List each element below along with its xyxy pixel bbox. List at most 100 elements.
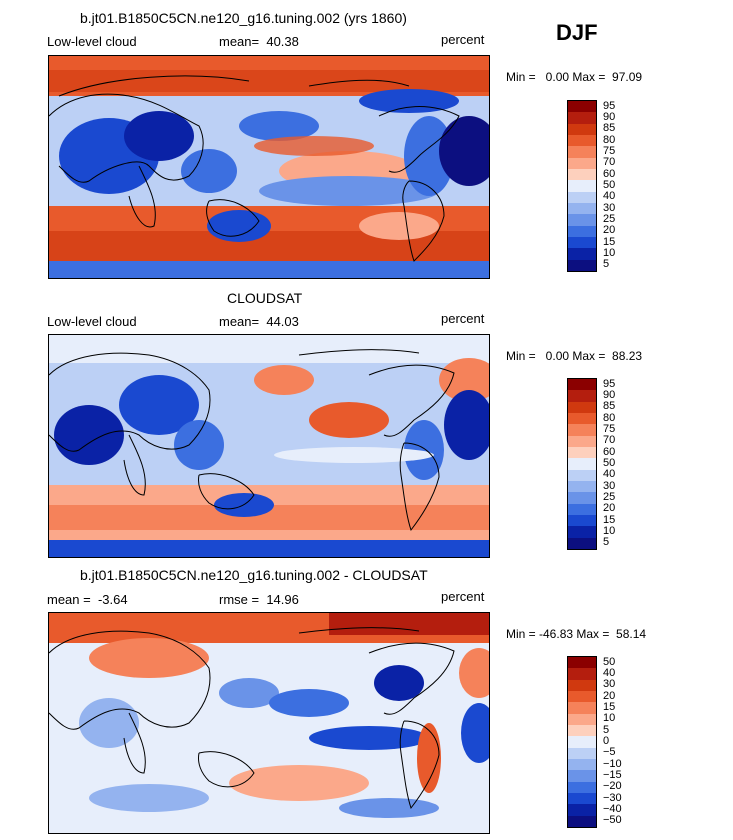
colorbar-tick-label: 85: [603, 122, 616, 135]
colorbar-swatch: [568, 168, 596, 181]
colorbar-tick-label: 40: [603, 468, 616, 481]
colorbar-swatch: [568, 469, 596, 481]
colorbar-tick-label: 0: [603, 735, 610, 747]
colorbar-tick-label: 40: [603, 667, 616, 679]
colorbar-tick-label: −5: [603, 746, 616, 759]
colorbar-swatch: [568, 526, 596, 538]
colorbar-tick-label: 50: [603, 655, 616, 668]
colorbar-tick-label: 20: [603, 224, 616, 237]
colorbar-swatch: [568, 236, 596, 249]
colorbar-swatch: [568, 101, 596, 113]
colorbar-tick-label: 95: [603, 99, 616, 112]
colorbar-swatch: [568, 815, 596, 827]
colorbar-swatch: [568, 804, 596, 816]
colorbar-swatch: [568, 214, 596, 226]
colorbar-swatch: [568, 134, 596, 147]
panel-3-minmax: Min = -46.83 Max = 58.14: [506, 627, 647, 641]
colorbar-swatch: [568, 123, 596, 135]
colorbar-tick-label: 5: [603, 536, 610, 549]
colorbar-tick-label: 10: [603, 525, 616, 537]
season-label: DJF: [556, 20, 598, 45]
colorbar-swatch: [568, 458, 596, 470]
colorbar-swatch: [568, 657, 596, 669]
panel-3-colorbar: [567, 656, 597, 828]
colorbar-tick-label: 10: [603, 247, 616, 259]
colorbar-tick-label: 60: [603, 445, 616, 458]
colorbar-swatch: [568, 668, 596, 680]
colorbar-tick-label: 15: [603, 513, 616, 526]
colorbar-swatch: [568, 758, 596, 771]
colorbar-swatch: [568, 412, 596, 425]
colorbar-tick-label: 50: [603, 457, 616, 469]
colorbar-swatch: [568, 770, 596, 782]
colorbar-tick-label: 30: [603, 479, 616, 492]
panel-1-map: [48, 55, 490, 279]
colorbar-tick-label: −15: [603, 769, 622, 781]
colorbar-swatch: [568, 446, 596, 459]
colorbar-swatch: [568, 379, 596, 391]
panel-1-mean-label: mean= 40.38: [219, 34, 299, 49]
panel-2-map: [48, 334, 490, 558]
colorbar-tick-label: 30: [603, 201, 616, 214]
colorbar-tick-label: 60: [603, 167, 616, 180]
panel-3-title: b.jt01.B1850C5CN.ne120_g16.tuning.002 - …: [80, 567, 428, 583]
colorbar-tick-label: 15: [603, 701, 616, 713]
panel-1-map-plot: [49, 56, 489, 278]
colorbar-swatch: [568, 781, 596, 793]
colorbar-swatch: [568, 248, 596, 260]
colorbar-swatch: [568, 401, 596, 413]
colorbar-tick-label: −40: [603, 803, 622, 815]
colorbar-swatch: [568, 191, 596, 203]
colorbar-tick-label: 90: [603, 111, 616, 123]
colorbar-tick-label: −50: [603, 814, 622, 827]
panel-2-variable-label: Low-level cloud: [47, 314, 137, 329]
colorbar-tick-label: 80: [603, 411, 616, 424]
colorbar-tick-label: 30: [603, 678, 616, 691]
colorbar-swatch: [568, 792, 596, 805]
panel-1-minmax: Min = 0.00 Max = 97.09: [506, 70, 643, 84]
panel-3-map: [48, 612, 490, 834]
colorbar-tick-label: 80: [603, 133, 616, 146]
panel-2-title: CLOUDSAT: [227, 290, 303, 306]
colorbar-swatch: [568, 514, 596, 527]
colorbar-tick-label: 70: [603, 156, 616, 169]
colorbar-tick-label: 10: [603, 712, 616, 725]
colorbar-tick-label: 5: [603, 258, 610, 271]
colorbar-swatch: [568, 180, 596, 192]
colorbar-swatch: [568, 225, 596, 237]
panel-3-mean-label: mean = -3.64: [47, 592, 128, 607]
panel-3-rmse-label: rmse = 14.96: [219, 592, 299, 607]
colorbar-swatch: [568, 259, 596, 271]
panel-1-colorbar: [567, 100, 597, 272]
colorbar-tick-label: −10: [603, 757, 622, 770]
panel-2-mean-label: mean= 44.03: [219, 314, 299, 329]
colorbar-swatch: [568, 435, 596, 447]
panel-2-minmax: Min = 0.00 Max = 88.23: [506, 349, 643, 363]
panel-2-colorbar: [567, 378, 597, 550]
colorbar-swatch: [568, 146, 596, 158]
panel-2-map-plot: [49, 335, 489, 557]
colorbar-tick-label: 50: [603, 179, 616, 191]
panel-1-variable-label: Low-level cloud: [47, 34, 137, 49]
panel-3-units-label: percent: [441, 589, 485, 604]
colorbar-tick-label: 90: [603, 389, 616, 401]
colorbar-tick-label: 75: [603, 145, 616, 157]
colorbar-tick-label: 20: [603, 689, 616, 702]
colorbar-swatch: [568, 112, 596, 124]
colorbar-swatch: [568, 713, 596, 725]
colorbar-swatch: [568, 690, 596, 703]
colorbar-tick-label: 25: [603, 213, 616, 225]
colorbar-tick-label: −20: [603, 780, 622, 793]
colorbar-tick-label: 20: [603, 502, 616, 515]
colorbar-tick-label: 25: [603, 491, 616, 503]
colorbar-tick-label: 95: [603, 377, 616, 390]
colorbar-tick-label: −30: [603, 791, 622, 804]
colorbar-tick-label: 15: [603, 235, 616, 248]
colorbar-swatch: [568, 736, 596, 748]
colorbar-swatch: [568, 747, 596, 759]
colorbar-swatch: [568, 390, 596, 402]
colorbar-tick-label: 70: [603, 434, 616, 447]
colorbar-swatch: [568, 724, 596, 737]
colorbar-swatch: [568, 679, 596, 691]
colorbar-swatch: [568, 503, 596, 515]
